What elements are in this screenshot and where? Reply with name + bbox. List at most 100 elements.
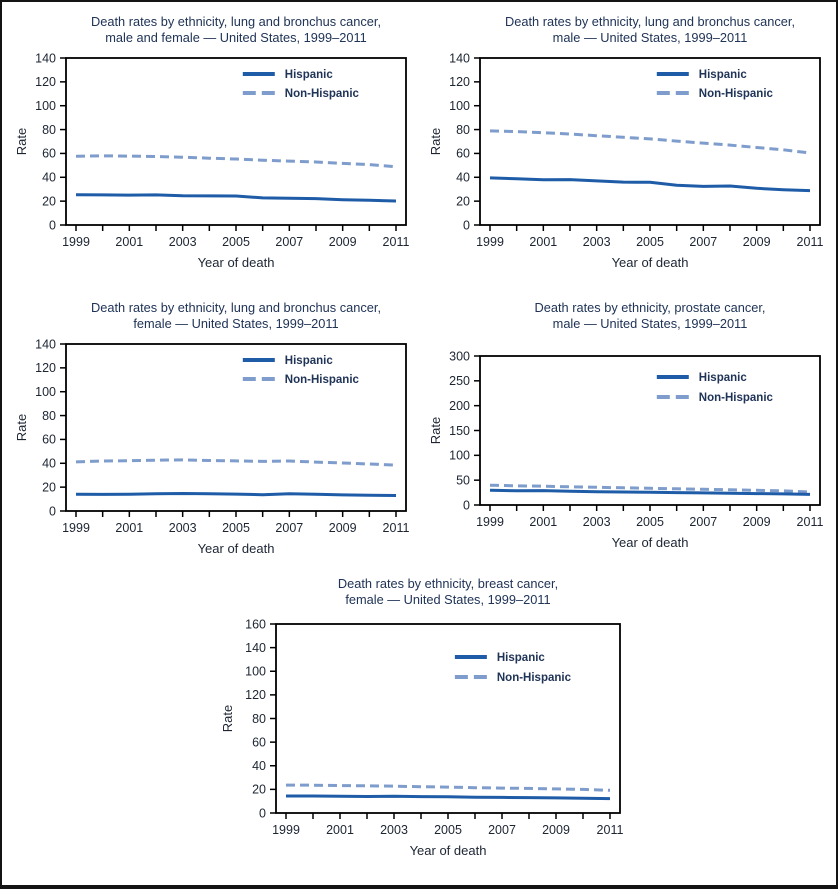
y-tick-label: 80 bbox=[252, 712, 266, 726]
y-axis-label: Rate bbox=[428, 128, 443, 155]
chart-title-line1: Death rates by ethnicity, prostate cance… bbox=[535, 300, 766, 315]
y-axis-label: Rate bbox=[220, 705, 235, 732]
chart-prostate-male: Death rates by ethnicity, prostate cance… bbox=[424, 296, 832, 578]
chart-lung-bronchus-female-plot: Death rates by ethnicity, lung and bronc… bbox=[14, 300, 409, 556]
y-tick-label: 40 bbox=[456, 171, 470, 185]
chart-title-line2: male — United States, 1999–2011 bbox=[553, 316, 748, 331]
x-tick-label: 1999 bbox=[62, 235, 90, 249]
x-axis-label: Year of death bbox=[612, 255, 689, 270]
x-tick-label: 2003 bbox=[169, 521, 197, 535]
x-tick-label: 2005 bbox=[434, 823, 462, 837]
y-tick-label: 140 bbox=[35, 51, 56, 65]
series-line-non-hispanic bbox=[285, 783, 611, 792]
series-line-non-hispanic bbox=[489, 129, 811, 155]
y-tick-label: 40 bbox=[252, 759, 266, 773]
y-tick-label: 100 bbox=[449, 449, 470, 463]
chart-title-line1: Death rates by ethnicity, lung and bronc… bbox=[505, 14, 795, 29]
series-line-hispanic bbox=[489, 176, 811, 193]
x-tick-label: 2003 bbox=[583, 235, 611, 249]
chart-breast-female-plot: Death rates by ethnicity, breast cancer,… bbox=[220, 576, 624, 858]
y-tick-label: 140 bbox=[35, 337, 56, 351]
legend-label-non-hispanic: Non-Hispanic bbox=[285, 374, 360, 386]
chart-title-line1: Death rates by ethnicity, lung and bronc… bbox=[91, 300, 381, 315]
y-tick-label: 120 bbox=[245, 688, 266, 702]
y-tick-label: 80 bbox=[42, 409, 56, 423]
legend-label-non-hispanic: Non-Hispanic bbox=[699, 88, 774, 100]
y-tick-label: 40 bbox=[42, 457, 56, 471]
y-tick-label: 60 bbox=[42, 147, 56, 161]
series-line-hispanic bbox=[286, 794, 611, 801]
x-tick-label: 2009 bbox=[329, 521, 357, 535]
legend-label-hispanic: Hispanic bbox=[285, 355, 334, 367]
x-tick-label: 2005 bbox=[636, 515, 664, 529]
x-tick-label: 1999 bbox=[476, 515, 504, 529]
y-tick-label: 0 bbox=[49, 504, 56, 518]
x-tick-label: 2011 bbox=[597, 823, 624, 837]
x-tick-label: 2007 bbox=[689, 235, 717, 249]
plot-frame bbox=[65, 343, 407, 512]
x-tick-label: 2001 bbox=[529, 515, 557, 529]
legend-label-hispanic: Hispanic bbox=[699, 372, 748, 384]
plot-frame bbox=[275, 623, 621, 814]
x-tick-label: 2009 bbox=[743, 235, 771, 249]
x-tick-label: 2007 bbox=[689, 515, 717, 529]
chart-lung-bronchus-male-female: Death rates by ethnicity, lung and bronc… bbox=[10, 10, 418, 292]
series-line-hispanic bbox=[489, 488, 811, 496]
series-line-hispanic bbox=[75, 491, 397, 497]
x-tick-label: 2003 bbox=[380, 823, 408, 837]
y-axis-label: Rate bbox=[14, 414, 29, 441]
y-tick-label: 150 bbox=[449, 424, 470, 438]
x-tick-label: 2007 bbox=[275, 235, 303, 249]
legend-label-non-hispanic: Non-Hispanic bbox=[699, 392, 774, 404]
y-tick-label: 0 bbox=[463, 218, 470, 232]
chart-prostate-male-plot: Death rates by ethnicity, prostate cance… bbox=[428, 300, 824, 550]
y-tick-label: 140 bbox=[449, 51, 470, 65]
x-tick-label: 1999 bbox=[476, 235, 504, 249]
legend-label-non-hispanic: Non-Hispanic bbox=[497, 672, 572, 684]
y-axis-label: Rate bbox=[428, 417, 443, 444]
y-tick-label: 40 bbox=[42, 171, 56, 185]
y-tick-label: 50 bbox=[456, 473, 470, 487]
x-tick-label: 2009 bbox=[329, 235, 357, 249]
x-tick-label: 2001 bbox=[529, 235, 557, 249]
chart-title-line2: female — United States, 1999–2011 bbox=[345, 592, 550, 607]
y-tick-label: 80 bbox=[42, 123, 56, 137]
y-tick-label: 140 bbox=[245, 641, 266, 655]
legend-label-hispanic: Hispanic bbox=[285, 69, 334, 81]
x-axis-label: Year of death bbox=[612, 535, 689, 550]
x-tick-label: 2001 bbox=[115, 521, 143, 535]
x-tick-label: 2005 bbox=[222, 235, 250, 249]
chart-lung-bronchus-male: Death rates by ethnicity, lung and bronc… bbox=[424, 10, 832, 292]
y-tick-label: 100 bbox=[35, 385, 56, 399]
x-tick-label: 1999 bbox=[272, 823, 300, 837]
x-tick-label: 2005 bbox=[636, 235, 664, 249]
chart-lung-bronchus-male-female-plot: Death rates by ethnicity, lung and bronc… bbox=[14, 14, 410, 270]
y-tick-label: 20 bbox=[252, 783, 266, 797]
x-tick-label: 2007 bbox=[488, 823, 516, 837]
x-axis-label: Year of death bbox=[410, 843, 487, 858]
y-axis-label: Rate bbox=[14, 128, 29, 155]
series-line-non-hispanic bbox=[489, 483, 811, 494]
x-tick-label: 2009 bbox=[542, 823, 570, 837]
chart-title-line1: Death rates by ethnicity, breast cancer, bbox=[338, 576, 558, 591]
y-tick-label: 160 bbox=[245, 617, 266, 631]
y-tick-label: 100 bbox=[245, 665, 266, 679]
x-tick-label: 2011 bbox=[797, 515, 824, 529]
x-tick-label: 2003 bbox=[583, 515, 611, 529]
x-axis-label: Year of death bbox=[198, 255, 275, 270]
x-tick-label: 2001 bbox=[326, 823, 354, 837]
legend-label-non-hispanic: Non-Hispanic bbox=[285, 88, 360, 100]
y-tick-label: 200 bbox=[449, 399, 470, 413]
y-tick-label: 120 bbox=[449, 75, 470, 89]
y-tick-label: 0 bbox=[49, 218, 56, 232]
y-tick-label: 20 bbox=[42, 480, 56, 494]
legend-label-hispanic: Hispanic bbox=[497, 652, 546, 664]
series-line-non-hispanic bbox=[75, 154, 397, 169]
chart-title-line2: male — United States, 1999–2011 bbox=[553, 30, 748, 45]
x-tick-label: 2011 bbox=[383, 235, 410, 249]
x-axis-label: Year of death bbox=[198, 541, 275, 556]
x-tick-label: 2009 bbox=[743, 515, 771, 529]
y-tick-label: 60 bbox=[42, 433, 56, 447]
chart-title-line2: female — United States, 1999–2011 bbox=[133, 316, 338, 331]
